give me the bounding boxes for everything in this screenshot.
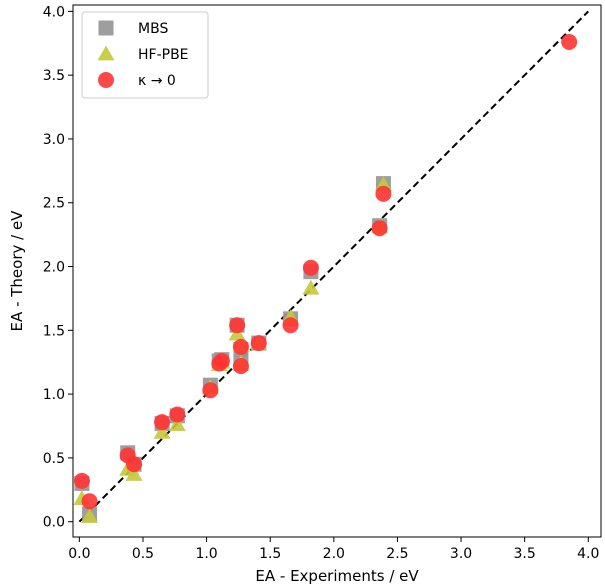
x-tick-label: 2.5 [386,546,408,562]
data-point-kappa [282,317,299,334]
data-points-layer [73,33,578,523]
data-point-kappa [250,335,267,352]
data-point-kappa [73,472,90,489]
y-tick-label: 1.0 [43,387,65,403]
legend-marker-kappa [98,72,114,88]
x-axis-label: EA - Experiments / eV [255,567,419,585]
y-tick-label: 3.0 [43,132,65,148]
data-point-hf-pbe [302,279,320,295]
x-tick-label: 0.5 [132,546,154,562]
legend-label-kappa: κ → 0 [138,73,176,89]
reference-line-layer [78,10,589,523]
y-tick-label: 1.5 [43,323,65,339]
data-point-kappa [126,456,143,473]
data-point-kappa [202,382,219,399]
x-tick-label: 4.0 [577,546,599,562]
plot-area [72,4,602,538]
data-point-hf-pbe [125,465,143,481]
y-tick-label: 2.5 [43,196,65,212]
data-point-kappa [213,352,230,369]
y-axis-label: EA - Theory / eV [8,210,26,332]
legend-label-hf-pbe: HF-PBE [138,47,189,63]
x-tick-label: 0.0 [68,546,90,562]
x-axis: 0.0 0.5 1.0 1.5 2.0 2.5 3.0 3.5 4.0 [68,537,599,562]
data-point-hf-pbe [153,423,171,439]
data-point-kappa [302,259,319,276]
y-tick-label: 0.0 [43,515,65,531]
x-tick-label: 2.0 [323,546,345,562]
data-point-hf-pbe [81,508,99,523]
data-point-kappa [375,185,392,202]
y-tick-label: 4.0 [43,4,65,20]
legend: MBS HF-PBE κ → 0 [81,11,209,99]
plot-frame [72,4,602,538]
legend-marker-mbs [98,20,114,36]
legend-marker-hf-pbe [97,45,115,61]
x-tick-label: 1.5 [259,546,281,562]
data-point-hf-pbe [168,416,186,432]
x-tick-label: 3.0 [450,546,472,562]
y-tick-label: 2.0 [43,260,65,276]
legend-entries: MBS HF-PBE κ → 0 [97,20,189,89]
x-tick-label: 1.0 [195,546,217,562]
x-tick-label: 3.5 [514,546,536,562]
data-point-kappa [229,317,246,334]
y-tick-label: 3.5 [43,68,65,84]
data-point-kappa [561,33,578,50]
legend-label-mbs: MBS [138,21,168,37]
identity-reference-line [78,10,589,523]
y-axis: 0.0 0.5 1.0 1.5 2.0 2.5 3.0 3.5 4.0 [43,4,73,531]
data-point-kappa [154,414,171,431]
data-point-kappa [169,406,186,423]
data-point-kappa [81,493,98,510]
data-point-kappa [371,220,388,237]
data-point-kappa [232,338,249,355]
y-tick-label: 0.5 [43,451,65,467]
data-point-kappa [232,358,249,375]
